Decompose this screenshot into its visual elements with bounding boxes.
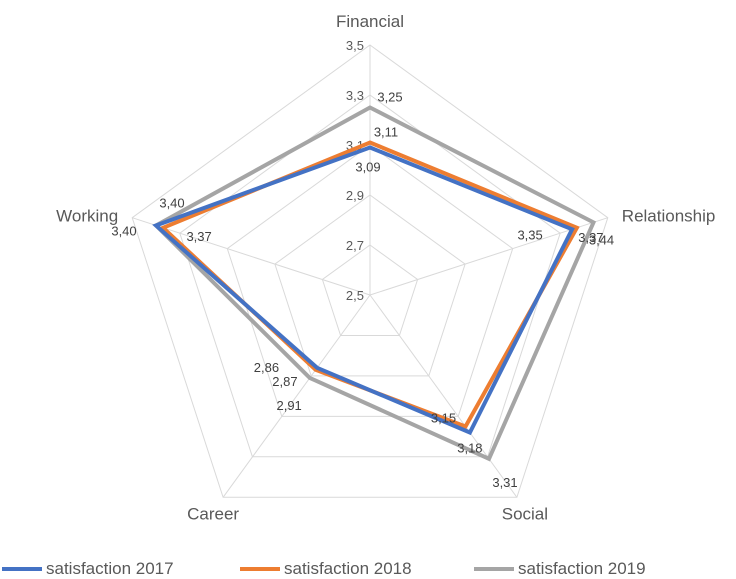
category-label-working: Working [56, 207, 118, 226]
tick-label: 2,7 [346, 238, 364, 253]
radar-value-labels: 3,09 3,35 3,18 2,86 3,40 3,11 3,37 3,15 2,87 3,37… [111, 90, 614, 490]
data-point [570, 227, 574, 231]
legend-item-2017: satisfaction 2017 [2, 558, 174, 579]
category-label-career: Career [187, 504, 239, 523]
legend-swatch-2019 [474, 566, 514, 571]
category-label-financial: Financial [336, 12, 404, 31]
data-point [592, 220, 595, 224]
data-label: 3,25 [377, 90, 402, 105]
grid-spoke [369, 294, 518, 498]
legend-swatch-2017 [2, 566, 42, 571]
chart-legend: satisfaction 2017 satisfaction 2018 sati… [0, 558, 736, 579]
data-point [154, 224, 158, 227]
data-label: 3,40 [111, 224, 136, 239]
data-label: 3,11 [374, 125, 398, 140]
series-line-satisfaction-2017 [152, 145, 575, 436]
data-label: 3,37 [578, 230, 603, 245]
tick-label: 3,3 [346, 88, 364, 103]
grid-spoke [222, 294, 371, 498]
data-label: 3,15 [431, 411, 456, 426]
series-line-satisfaction-2019 [152, 105, 597, 462]
data-point [468, 431, 472, 434]
grid-spoke [132, 217, 371, 296]
grid-ring [321, 244, 419, 336]
legend-item-2019: satisfaction 2019 [474, 558, 646, 579]
grid-ring [226, 144, 514, 417]
category-label-relationship: Relationship [622, 207, 716, 226]
grid-spoke [369, 217, 608, 296]
grid-ring [274, 194, 466, 377]
legend-item-2018: satisfaction 2018 [240, 558, 412, 579]
legend-swatch-2018 [240, 566, 280, 571]
data-point [308, 376, 312, 380]
data-point [575, 226, 579, 230]
data-point [368, 141, 372, 144]
data-point [464, 425, 467, 428]
radar-category-labels: Financial Relationship Social Career Working [56, 12, 715, 523]
data-label: 3,37 [186, 229, 211, 244]
data-point [368, 106, 372, 109]
category-label-social: Social [502, 504, 548, 523]
data-label: 3,18 [457, 441, 482, 456]
legend-label-2017: satisfaction 2017 [46, 558, 174, 578]
legend-label-2018: satisfaction 2018 [284, 558, 412, 578]
data-label: 3,35 [517, 227, 542, 242]
grid-ring [131, 44, 609, 498]
data-label: 2,91 [276, 398, 301, 413]
data-point [368, 146, 372, 149]
radar-series [152, 105, 597, 462]
legend-label-2019: satisfaction 2019 [518, 558, 646, 578]
data-label: 3,44 [589, 232, 614, 247]
data-label: 3,09 [355, 160, 380, 175]
data-label: 2,87 [272, 374, 297, 389]
tick-label: 3,5 [346, 38, 364, 53]
data-point [487, 457, 491, 461]
tick-label: 2,5 [346, 288, 364, 303]
tick-label: 2,9 [346, 188, 364, 203]
data-label: 3,31 [492, 475, 517, 490]
data-label: 3,40 [159, 196, 184, 211]
data-point [315, 366, 319, 370]
data-label: 2,86 [254, 360, 279, 375]
